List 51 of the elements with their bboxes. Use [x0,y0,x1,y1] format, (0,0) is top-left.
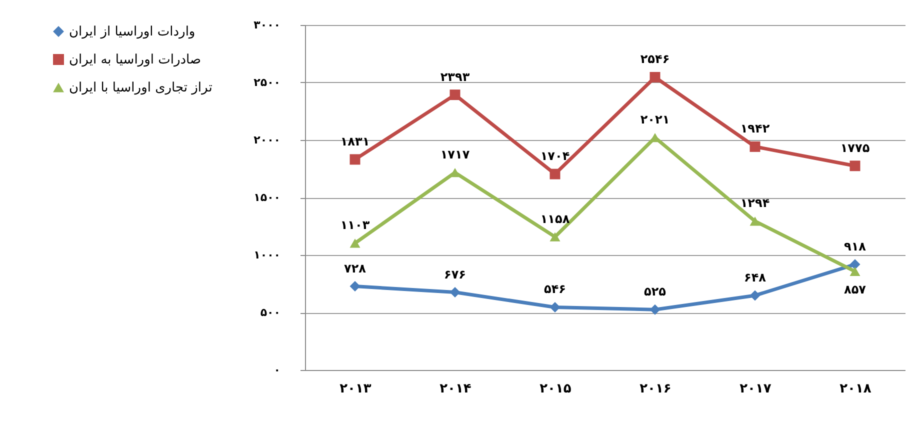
y-tick-label: ۲۰۰۰ [254,134,280,146]
data-label: ۹۱۸ [844,239,867,254]
data-label: ۱۷۷۵ [840,140,870,155]
data-label: ۶۴۸ [744,270,767,284]
data-label: ۶۷۶ [444,267,466,282]
point [750,141,760,152]
point [850,259,860,270]
legend-label: صادرات اوراسیا به ایران [69,52,202,68]
point [550,302,560,312]
point [550,232,560,242]
data-label: ۱۱۵۸ [540,212,570,226]
x-tick-label: ۲۰۱۵ [540,382,572,396]
data-label: ۸۵۷ [844,282,867,296]
x-tick-label: ۲۰۱۶ [640,382,672,396]
data-label: ۱۱۰۳ [340,218,370,232]
data-label: ۱۹۴۲ [740,122,770,136]
y-tick-label: ۱۰۰۰ [254,248,280,262]
y-tick-label: ۱۵۰۰ [254,191,280,204]
point [850,160,860,172]
x-tick-label: ۲۰۱۴ [440,382,472,396]
data-label: ۵۲۵ [644,284,666,299]
data-label: ۱۷۰۴ [540,149,570,164]
point [450,287,460,298]
y-tick-label: ۰ [274,364,280,376]
data-label: ۵۴۶ [544,282,566,296]
point [750,290,760,301]
data-label: ۷۲۸ [344,261,367,276]
y-tick-label: ۵۰۰ [260,306,280,319]
data-label: ۲۰۲۱ [640,112,670,127]
point [650,304,660,315]
x-tick-label: ۲۰۱۷ [740,382,772,396]
point [850,266,860,276]
data-label: ۱۲۹۴ [740,196,770,210]
point [450,168,460,178]
data-label: ۲۳۹۳ [440,70,470,84]
point [750,216,760,226]
data-label: ۲۵۴۶ [640,52,670,66]
legend-label: واردات اوراسیا از ایران [69,24,196,40]
y-tick-label: ۲۵۰۰ [254,76,280,89]
point [450,90,460,100]
point [650,72,660,82]
x-tick-label: ۲۰۱۳ [340,382,372,396]
y-tick-label: ۳۰۰۰ [254,18,280,32]
point [350,281,360,292]
x-tick-label: ۲۰۱۸ [840,382,872,396]
data-label: ۱۸۳۱ [340,134,370,148]
point [350,238,360,248]
data-label: ۱۷۱۷ [440,148,470,162]
point [550,168,560,180]
point [350,154,360,165]
legend-label: تراز تجاری اوراسیا با ایران [69,80,213,96]
